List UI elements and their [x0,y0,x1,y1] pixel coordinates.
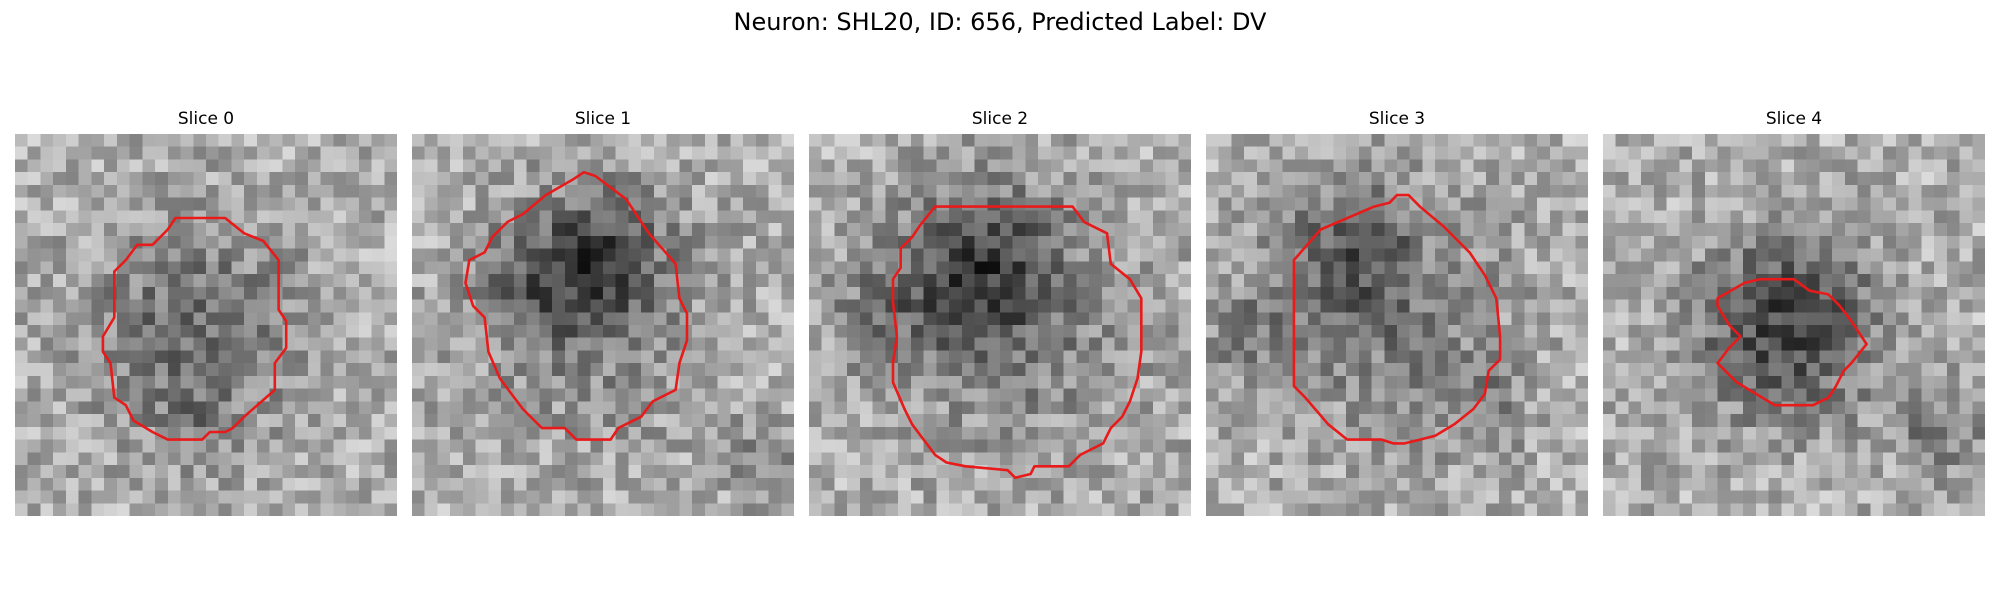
slice-title-0: Slice 0 [177,109,235,129]
slice-image-4 [1603,134,1985,516]
slice-title-3: Slice 3 [1368,109,1426,129]
slice-panel-3: Slice 3 [1206,0,1588,516]
slice-contour-3 [1292,193,1502,445]
slice-image-2 [809,134,1191,516]
slice-panel-1: Slice 1 [412,0,794,516]
figure-title: Neuron: SHL20, ID: 656, Predicted Label:… [733,8,1267,36]
slice-image-3 [1206,134,1588,516]
slice-image-0 [15,134,397,516]
slice-image-1 [412,134,794,516]
slice-contour-2 [891,205,1143,480]
slice-contour-0 [101,216,288,441]
slice-panel-2: Slice 2 [809,0,1191,516]
slice-contour-1 [464,170,689,441]
slice-panel-4: Slice 4 [1603,0,1985,516]
slice-title-1: Slice 1 [574,109,632,129]
slice-contour-4 [1716,277,1868,407]
slice-title-2: Slice 2 [971,109,1029,129]
slice-title-4: Slice 4 [1765,109,1823,129]
slice-panel-0: Slice 0 [15,0,397,516]
